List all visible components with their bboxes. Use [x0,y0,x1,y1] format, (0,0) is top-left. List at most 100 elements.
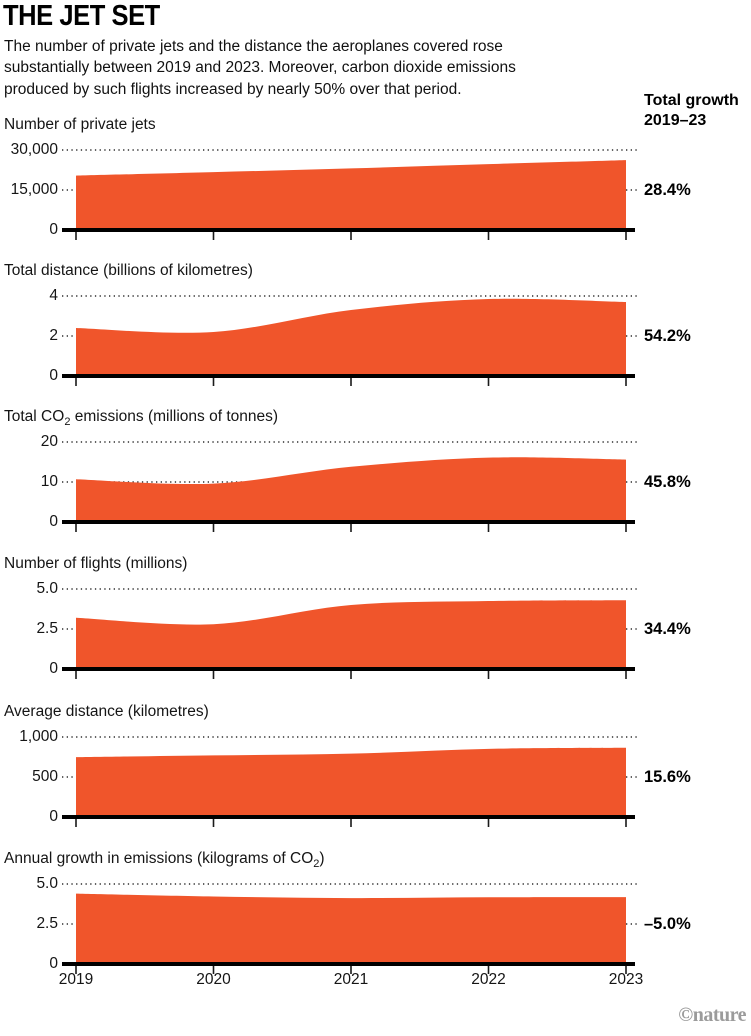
y-axis-tick-label-zero: 0 [49,808,58,825]
x-axis-tick [350,671,352,679]
x-axis-tick [75,966,77,974]
x-axis-tick [75,232,77,240]
x-axis-tick [625,819,627,827]
x-axis-tick [212,819,215,827]
growth-value: 34.4% [644,620,691,638]
y-axis-tick-label-zero: 0 [49,660,58,677]
x-axis-line [62,962,635,966]
area-fill [76,747,626,817]
nature-credit-logo: ©nature [678,1004,746,1026]
y-axis-tick-label-zero: 0 [49,367,58,384]
x-axis-tick [350,524,352,532]
area-chart-plot [62,736,637,827]
x-axis-tick [487,378,490,386]
x-axis-year-label: 2019 [58,971,94,988]
y-axis-tick-label-top: 20 [40,433,58,450]
total-growth-header-line2: 2019–23 [644,112,707,129]
chart-title: Annual growth in emissions (kilograms of… [4,850,325,870]
description-line: produced by such flights increased by ne… [4,80,462,98]
x-axis-line [62,228,635,232]
y-axis-tick-label-zero: 0 [49,955,58,972]
x-axis-year-label: 2022 [471,971,506,988]
chart-title-text: Total distance (billions of kilometres) [4,262,253,279]
x-axis-tick [350,378,352,386]
x-axis-tick [625,966,627,974]
x-axis-tick [212,524,215,532]
x-axis-year-label: 2020 [196,971,231,988]
chart-title: Total distance (billions of kilometres) [4,262,253,282]
page-title: THE JET SET [3,0,160,32]
x-axis-tick [487,524,490,532]
y-axis-tick-label-zero: 0 [49,221,58,238]
chart-title-subscript: 2 [313,858,320,871]
y-axis-tick-label-mid: 2.5 [36,915,58,932]
x-axis-tick [487,671,490,679]
chart-title-subscript: 2 [64,416,71,429]
area-chart-plot [62,883,637,974]
x-axis-line [62,520,635,524]
chart-title-text: Total CO [4,408,65,425]
x-axis-tick [350,819,352,827]
chart-title-text: Annual growth in emissions (kilograms of… [4,850,314,867]
total-growth-header-line1: Total growth [644,92,739,109]
x-axis-tick [350,966,352,974]
x-axis-tick [487,232,490,240]
chart-title-text: Number of private jets [4,116,156,133]
x-axis-tick [625,671,627,679]
area-chart-plot [62,441,637,532]
y-axis-tick-label-mid: 15,000 [10,181,58,198]
y-axis-tick-label-mid: 500 [32,768,58,785]
x-axis-year-label: 2023 [608,971,644,988]
growth-value: –5.0% [644,915,691,933]
y-axis-tick-label-mid: 2 [49,327,58,344]
x-axis-year-label: 2021 [333,971,369,988]
x-axis-tick [350,232,352,240]
area-fill [76,893,626,964]
x-axis-line [62,374,635,378]
x-axis-tick [212,232,215,240]
x-axis-tick [212,378,215,386]
x-axis-tick [625,524,627,532]
x-axis-tick [625,232,627,240]
chart-title: Total CO2 emissions (millions of tonnes) [4,408,278,428]
growth-value: 15.6% [644,768,691,786]
chart-title: Number of flights (millions) [4,555,187,575]
x-axis-tick [625,378,627,386]
description-line: The number of private jets and the dista… [4,38,503,55]
x-axis-tick [75,378,77,386]
chart-title: Number of private jets [4,116,156,136]
area-chart-plot [62,149,637,240]
x-axis-tick [75,819,77,827]
x-axis-line [62,815,635,819]
x-axis-tick [212,966,215,974]
total-growth-header: Total growth 2019–23 [644,91,739,131]
y-axis-tick-label-zero: 0 [49,513,58,530]
x-axis-tick [75,671,77,679]
chart-title-text: ) [319,850,325,867]
y-axis-tick-label-mid: 2.5 [36,620,58,637]
chart-title: Average distance (kilometres) [4,703,209,723]
x-axis-tick [487,819,490,827]
y-axis-tick-label-top: 4 [49,287,58,304]
x-axis-tick [212,671,215,679]
growth-value: 54.2% [644,327,691,345]
area-fill [76,600,626,669]
y-axis-tick-label-mid: 10 [40,473,58,490]
x-axis-tick [487,966,490,974]
y-axis-tick-label-top: 1,000 [19,728,58,745]
x-axis-line [62,667,635,671]
chart-description: The number of private jets and the dista… [4,36,644,100]
area-fill [76,298,626,376]
chart-title-text: Number of flights (millions) [4,555,188,572]
area-chart-plot [62,295,637,386]
growth-value: 28.4% [644,181,691,199]
chart-title-text: Average distance (kilometres) [4,703,209,720]
chart-title-text: emissions (millions of tonnes) [70,408,279,425]
growth-value: 45.8% [644,473,691,491]
y-axis-tick-label-top: 5.0 [36,580,58,597]
y-axis-tick-label-top: 30,000 [10,141,58,158]
y-axis-tick-label-top: 5.0 [36,875,58,892]
area-fill [76,160,626,230]
x-axis-tick [75,524,77,532]
